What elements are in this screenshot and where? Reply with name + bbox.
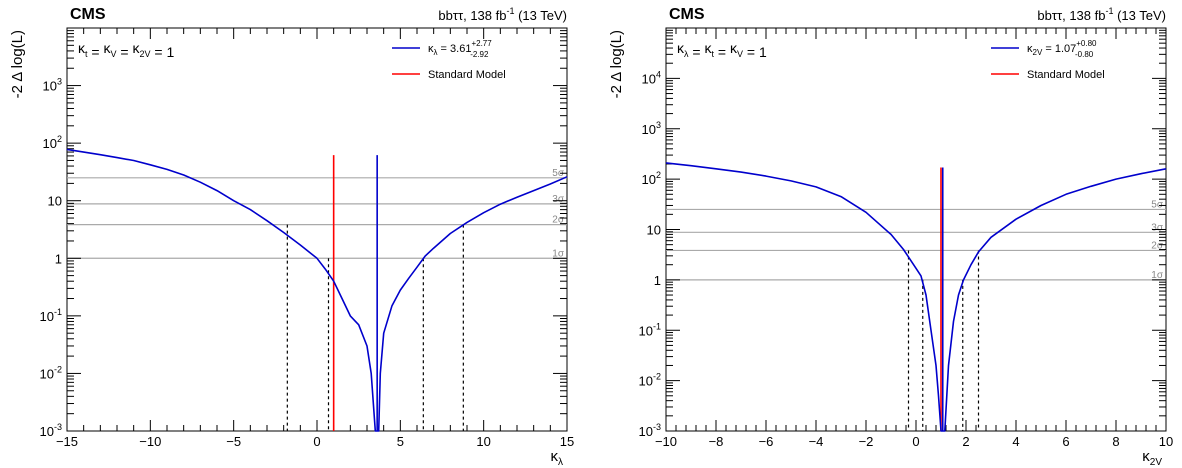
x-tick-label: 4 — [1012, 434, 1019, 449]
x-tick-label: −6 — [759, 434, 774, 449]
y-tick-label: 103 — [43, 77, 62, 94]
cms-label: CMS — [669, 6, 705, 23]
legend-fit-down-error: -0.80 — [1075, 50, 1094, 59]
left-panel-kappa-lambda: 1σ 2σ 3σ 5σ −15 −10 −5 0 5 10 15 10-3 10-2 10-1 1 10 102… — [9, 6, 574, 468]
y-axis-title: -2 Δ log(L) — [9, 30, 26, 98]
x-tick-label: −10 — [139, 434, 161, 449]
legend-fit-down-error: -2.92 — [470, 50, 489, 59]
x-tick-label: 10 — [1159, 434, 1173, 449]
likelihood-scan-curve — [66, 148, 568, 432]
x-tick-label: −5 — [226, 434, 241, 449]
sigma-label: 2σ — [1151, 240, 1164, 251]
x-tick-label: 2 — [962, 434, 969, 449]
sigma-label: 3σ — [552, 194, 565, 205]
x-tick-label: −10 — [655, 434, 677, 449]
sigma-label: 3σ — [1151, 222, 1164, 233]
x-tick-label: 0 — [912, 434, 919, 449]
x-tick-label: −2 — [859, 434, 874, 449]
sigma-label: 1σ — [1151, 270, 1164, 281]
y-tick-label: 10-3 — [639, 422, 661, 439]
cms-label: CMS — [70, 6, 106, 23]
x-tick-label: 10 — [476, 434, 490, 449]
y-tick-label: 10-2 — [639, 372, 661, 389]
y-tick-label: 10 — [647, 223, 661, 238]
x-tick-label: −4 — [809, 434, 824, 449]
plot-frame — [665, 27, 1167, 432]
x-tick-label: −15 — [56, 434, 78, 449]
y-tick-label: 10 — [48, 194, 62, 209]
y-tick-label: 1 — [55, 251, 62, 266]
x-tick-label: 8 — [1112, 434, 1119, 449]
y-tick-label: 103 — [642, 120, 661, 137]
sigma-label: 5σ — [552, 168, 565, 179]
y-tick-label: 10-2 — [40, 364, 62, 381]
x-tick-label: 5 — [397, 434, 404, 449]
y-tick-label: 10-1 — [639, 321, 661, 338]
x-axis-title: κλ — [551, 448, 564, 468]
legend-sm-label: Standard Model — [1027, 69, 1105, 81]
x-tick-label: 6 — [1062, 434, 1069, 449]
fixed-couplings-label: κλ = κt = κV = 1 — [677, 40, 767, 60]
y-tick-label: 102 — [642, 170, 661, 187]
legend-sm-label: Standard Model — [428, 69, 506, 81]
lumi-label: bbττ, 138 fb-1 (13 TeV) — [1037, 6, 1166, 23]
y-tick-label: 1 — [654, 273, 661, 288]
legend-fit-label: κ2V = 1.07+0.80 — [1027, 39, 1097, 57]
plot-frame — [66, 27, 568, 432]
lumi-label: bbττ, 138 fb-1 (13 TeV) — [438, 6, 567, 23]
y-tick-label: 10-3 — [40, 422, 62, 439]
sigma-label: 5σ — [1151, 199, 1164, 210]
sigma-label: 2σ — [552, 215, 565, 226]
y-tick-label: 10-1 — [40, 307, 62, 324]
x-axis-title: κ2V — [1142, 448, 1162, 468]
y-tick-label: 104 — [642, 69, 661, 86]
x-tick-label: 0 — [313, 434, 320, 449]
y-axis-title: -2 Δ log(L) — [608, 30, 625, 98]
legend-fit-label: κλ = 3.61+2.77 — [428, 39, 492, 57]
sigma-label: 1σ — [552, 248, 565, 259]
y-tick-label: 102 — [43, 134, 62, 151]
x-tick-label: −8 — [709, 434, 724, 449]
right-panel-kappa-2v: 1σ 2σ 3σ 5σ −10 −8 −6 −4 −2 0 2 4 6 8 10 10-3 10-2 10-1 1 1… — [608, 6, 1173, 468]
x-tick-label: 15 — [560, 434, 574, 449]
fixed-couplings-label: κt = κV = κ2V = 1 — [78, 40, 174, 60]
likelihood-scan-curve — [665, 162, 1167, 432]
